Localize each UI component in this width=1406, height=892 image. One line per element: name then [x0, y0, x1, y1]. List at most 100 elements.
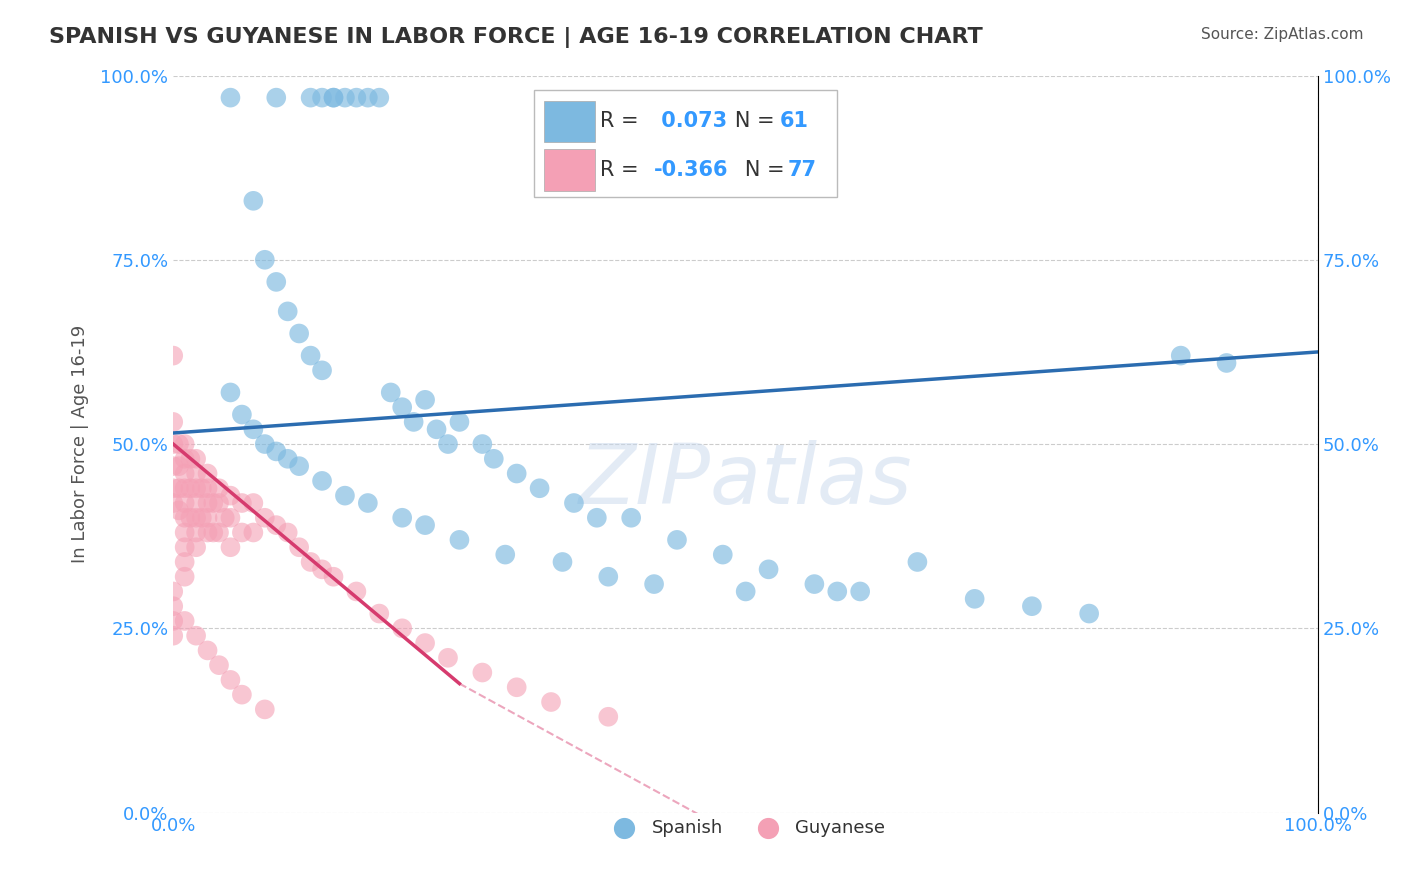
Point	[219, 489, 242, 503]
Point	[963, 591, 986, 606]
Point	[344, 90, 367, 104]
Point	[162, 459, 184, 474]
Point	[162, 614, 184, 628]
Point	[413, 636, 436, 650]
Point	[162, 349, 184, 363]
Point	[288, 326, 311, 341]
Text: R =: R =	[600, 112, 645, 131]
Point	[288, 540, 311, 554]
Point	[162, 629, 184, 643]
Point	[208, 658, 231, 673]
Point	[598, 570, 620, 584]
Point	[173, 525, 195, 540]
Point	[311, 363, 333, 377]
Point	[264, 90, 287, 104]
Point	[167, 459, 190, 474]
Point	[357, 90, 380, 104]
Point	[253, 510, 276, 524]
Point	[505, 467, 527, 481]
Point	[231, 408, 253, 422]
Point	[197, 467, 219, 481]
Point	[197, 481, 219, 495]
Point	[905, 555, 928, 569]
Point	[197, 510, 219, 524]
Point	[253, 437, 276, 451]
FancyBboxPatch shape	[544, 101, 595, 142]
Point	[299, 555, 322, 569]
FancyBboxPatch shape	[544, 149, 595, 191]
Point	[184, 540, 207, 554]
Point	[197, 525, 219, 540]
Point	[231, 688, 253, 702]
Point	[173, 510, 195, 524]
Point	[242, 496, 264, 510]
Point	[322, 570, 344, 584]
Point	[208, 525, 231, 540]
Point	[1078, 607, 1101, 621]
Text: ZIPatlas: ZIPatlas	[579, 441, 912, 522]
Point	[711, 548, 734, 562]
Text: 61: 61	[780, 112, 808, 131]
Point	[471, 665, 494, 680]
Text: N =: N =	[725, 160, 792, 180]
Point	[173, 481, 195, 495]
Point	[437, 650, 460, 665]
Point	[311, 90, 333, 104]
Text: SPANISH VS GUYANESE IN LABOR FORCE | AGE 16-19 CORRELATION CHART: SPANISH VS GUYANESE IN LABOR FORCE | AGE…	[49, 27, 983, 48]
Point	[529, 481, 551, 495]
Point	[162, 481, 184, 495]
Point	[162, 415, 184, 429]
Point	[173, 540, 195, 554]
Point	[167, 503, 190, 517]
Point	[191, 510, 214, 524]
Point	[425, 422, 447, 436]
Point	[825, 584, 848, 599]
Point	[849, 584, 872, 599]
Point	[162, 496, 184, 510]
Point	[413, 392, 436, 407]
Point	[803, 577, 825, 591]
Text: R =: R =	[600, 160, 645, 180]
Point	[643, 577, 665, 591]
Point	[231, 496, 253, 510]
Point	[734, 584, 756, 599]
Point	[391, 621, 413, 635]
Point	[184, 481, 207, 495]
Text: 0.073: 0.073	[654, 112, 727, 131]
Point	[162, 437, 184, 451]
Point	[184, 629, 207, 643]
Point	[202, 525, 225, 540]
Point	[344, 584, 367, 599]
Point	[413, 518, 436, 533]
Point	[311, 562, 333, 576]
Point	[253, 702, 276, 716]
Point	[179, 451, 201, 466]
Text: 77: 77	[787, 160, 817, 180]
Point	[219, 90, 242, 104]
Point	[449, 415, 471, 429]
Point	[264, 444, 287, 458]
Point	[173, 570, 195, 584]
Point	[184, 451, 207, 466]
Point	[173, 437, 195, 451]
Point	[219, 540, 242, 554]
Point	[471, 437, 494, 451]
Point	[219, 510, 242, 524]
Point	[1215, 356, 1237, 370]
Point	[162, 584, 184, 599]
Point	[214, 510, 236, 524]
Point	[162, 599, 184, 614]
Point	[242, 194, 264, 208]
Text: Source: ZipAtlas.com: Source: ZipAtlas.com	[1201, 27, 1364, 42]
Point	[551, 555, 574, 569]
Point	[173, 614, 195, 628]
Point	[494, 548, 516, 562]
Point	[202, 496, 225, 510]
Text: N =: N =	[714, 112, 780, 131]
Point	[242, 525, 264, 540]
Point	[167, 481, 190, 495]
Legend: Spanish, Guyanese: Spanish, Guyanese	[599, 812, 893, 844]
Point	[1021, 599, 1043, 614]
Point	[219, 385, 242, 400]
Point	[505, 680, 527, 694]
